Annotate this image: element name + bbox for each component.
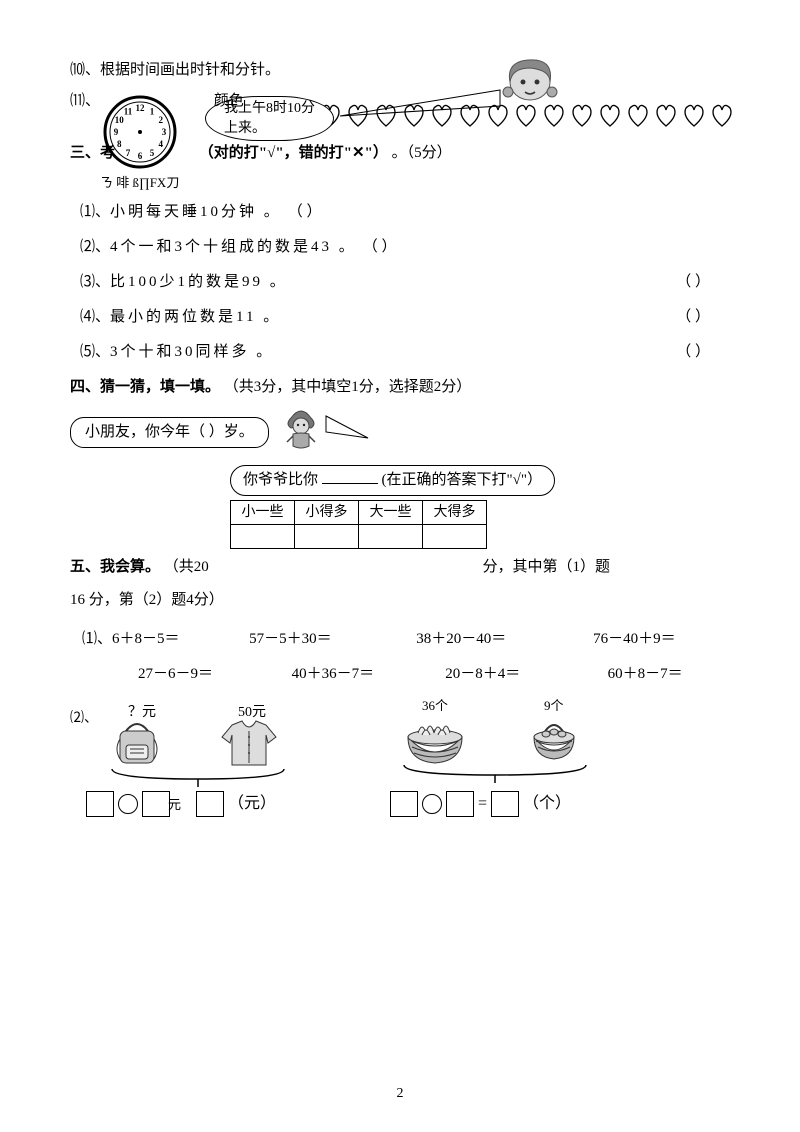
tf-row: ⑷、最小的两位数是11 。 （ ） xyxy=(70,307,730,328)
tf-num: ⑵、 xyxy=(80,237,110,258)
s5-sub-b: 分，其中第（1）题 xyxy=(483,559,611,575)
calc-item: 76－40＋9＝ xyxy=(593,629,730,650)
op-circle xyxy=(422,794,442,814)
q4-header-cell: 小一些 xyxy=(231,501,295,525)
equals: = xyxy=(478,793,487,815)
girl-small-icon xyxy=(281,408,321,457)
q11-color: 颜色 xyxy=(214,93,244,109)
unit-right: （个） xyxy=(523,793,571,815)
bracket-right xyxy=(400,761,590,785)
q4-bubble: 小朋友，你今年（ ）岁。 xyxy=(70,417,269,448)
tf-paren: （ ） xyxy=(676,307,710,328)
tf-text: 比100少1的数是99 。 xyxy=(110,272,288,293)
s3-garble: ㄋ 啡 ß∏FX刀 xyxy=(100,174,730,192)
q4-lb-b: (在正确的答案下打"√"） xyxy=(382,472,542,488)
svg-text:12: 12 xyxy=(136,103,146,113)
op-circle xyxy=(118,794,138,814)
tf-paren: （ ） xyxy=(288,202,322,223)
tf-text: 3个十和30同样多 。 xyxy=(110,342,274,363)
calc-item: 20－8＋4＝ xyxy=(445,664,567,685)
unit-left: （元） xyxy=(228,793,276,815)
calc-item: ⑴、6＋8－5＝ xyxy=(82,629,209,650)
box: 元 xyxy=(142,791,170,817)
bracket-left xyxy=(108,765,288,789)
svg-text:1: 1 xyxy=(150,106,155,116)
calc-item: 60＋8－7＝ xyxy=(608,664,730,685)
tf-text: 4个一和3个十组成的数是43 。 xyxy=(110,237,357,258)
svg-text:11: 11 xyxy=(124,106,133,116)
s3-b: （对的打"√"，错的打"✕"） xyxy=(199,145,388,161)
s3-c: 。（5分） xyxy=(392,145,452,161)
q4-header-cell: 小得多 xyxy=(295,501,359,525)
speech-tail-2 xyxy=(318,408,378,448)
tf-paren: （ ） xyxy=(676,272,710,293)
s5-title: 五、我会算。 xyxy=(70,559,160,575)
box xyxy=(446,791,474,817)
tf-text: 小明每天睡10分钟 。 xyxy=(110,202,282,223)
q4-lower-bubble: 你爷爷比你 (在正确的答案下打"√"） xyxy=(230,465,555,496)
calc-row-1: ⑴、6＋8－5＝ 57－5＋30＝ 38＋20－40＝ 76－40＋9＝ xyxy=(70,629,730,650)
tf-row: ⑶、比100少1的数是99 。 （ ） xyxy=(70,272,730,293)
section5-title-row: 五、我会算。 （共20 分，其中第（1）题 xyxy=(70,557,730,578)
calc-item: 38＋20－40＝ xyxy=(416,629,553,650)
tf-row: ⑵、4个一和3个十组成的数是43 。 （ ） xyxy=(70,237,730,258)
s3-a: 三、考 xyxy=(70,145,115,161)
svg-text:3: 3 xyxy=(162,127,167,137)
s5-sub-c: 16 分，第（2）题4分） xyxy=(70,590,730,611)
q10-text: ⑽、根据时间画出时针和分针。 xyxy=(70,62,280,78)
tf-paren: （ ） xyxy=(363,237,397,258)
eq-left: 元 （元） xyxy=(86,791,276,817)
tf-row: ⑸、3个十和30同样多 。 （ ） xyxy=(70,342,730,363)
q4-header-cell: 大得多 xyxy=(423,501,487,525)
section4-title-row: 四、猜一猜，填一填。 （共3分，其中填空1分，选择题2分） xyxy=(70,377,730,398)
tf-num: ⑴、 xyxy=(80,202,110,223)
calc-item: 40＋36－7＝ xyxy=(292,664,406,685)
tf-num: ⑸、 xyxy=(80,342,110,363)
tf-row: ⑴、小明每天睡10分钟 。 （ ） xyxy=(70,202,730,223)
box xyxy=(390,791,418,817)
q4-lb-a: 你爷爷比你 xyxy=(243,472,318,488)
box xyxy=(86,791,114,817)
tf-text: 最小的两位数是11 。 xyxy=(110,307,281,328)
svg-text:9: 9 xyxy=(114,127,119,137)
calc-item: 57－5＋30＝ xyxy=(249,629,376,650)
s4-sub: （共3分，其中填空1分，选择题2分） xyxy=(224,379,472,395)
svg-text:10: 10 xyxy=(115,115,125,125)
clock-icon: 121234567891011 xyxy=(102,94,178,177)
tf-num: ⑷、 xyxy=(80,307,110,328)
section3-title: 三、考 （对的打"√"，错的打"✕"） 。（5分） xyxy=(70,143,730,164)
q52-n: ⑵、 xyxy=(70,709,98,729)
q4-table: 小一些小得多大一些大得多 xyxy=(230,500,487,549)
q11-num: ⑾、 xyxy=(70,93,100,109)
s4-title: 四、猜一猜，填一填。 xyxy=(70,379,220,395)
eq-right: = （个） xyxy=(390,791,571,817)
svg-text:2: 2 xyxy=(159,115,164,125)
s5-sub-a: （共20 xyxy=(164,559,209,575)
q5-2: ⑵、 ？元 50元 36个 9个 xyxy=(70,703,730,853)
tf-num: ⑶、 xyxy=(80,272,110,293)
calc-item: 27－6－9＝ xyxy=(138,664,252,685)
q10-line: ⑽、根据时间画出时针和分针。 xyxy=(70,60,730,81)
q4-lower: 你爷爷比你 (在正确的答案下打"√"） xyxy=(230,465,730,496)
box xyxy=(196,791,224,817)
q4-box: 小朋友，你今年（ ）岁。 xyxy=(70,408,730,457)
tf-container: ⑴、小明每天睡10分钟 。（ ）⑵、4个一和3个十组成的数是43 。（ ）⑶、比… xyxy=(70,202,730,363)
page-number: 2 xyxy=(397,1084,404,1104)
calc-row-2: 27－6－9＝ 40＋36－7＝ 20－8＋4＝ 60＋8－7＝ xyxy=(70,664,730,685)
q52-l4: 9个 xyxy=(544,697,564,715)
tf-paren: （ ） xyxy=(676,342,710,363)
q4-header-cell: 大一些 xyxy=(359,501,423,525)
box xyxy=(491,791,519,817)
